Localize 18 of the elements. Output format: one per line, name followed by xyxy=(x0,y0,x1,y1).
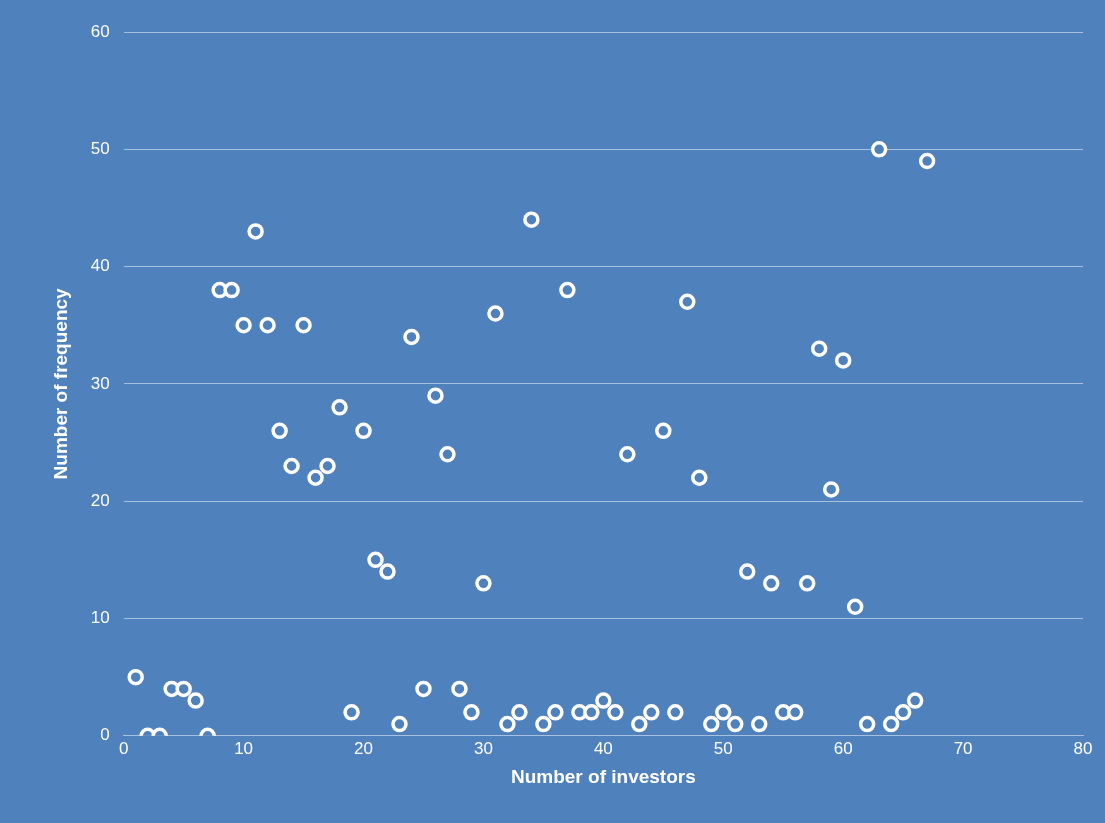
y-tick-label: 20 xyxy=(90,490,110,510)
y-tick-label: 40 xyxy=(90,256,110,276)
y-axis-title: Number of frequency xyxy=(49,287,71,480)
x-tick-label: 40 xyxy=(593,738,613,758)
x-tick-label: 10 xyxy=(234,738,254,758)
x-tick-label: 80 xyxy=(1073,738,1093,758)
x-tick-label: 50 xyxy=(713,738,733,758)
x-axis-title: Number of investors xyxy=(510,765,696,787)
y-tick-label: 60 xyxy=(90,21,110,41)
y-tick-label: 30 xyxy=(90,373,110,393)
x-tick-label: 20 xyxy=(354,738,373,758)
y-tick-label: 10 xyxy=(90,608,110,628)
x-tick-label: 60 xyxy=(833,738,853,758)
x-tick-label: 30 xyxy=(473,738,493,758)
x-tick-label: 0 xyxy=(118,738,129,758)
y-tick-label: 50 xyxy=(90,138,110,158)
x-tick-label: 70 xyxy=(953,738,973,758)
y-tick-label: 0 xyxy=(100,725,110,745)
